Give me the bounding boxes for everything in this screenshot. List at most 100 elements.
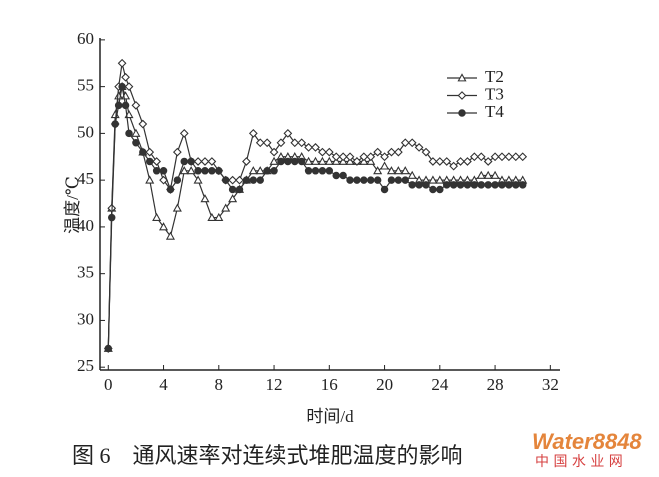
marker (476, 152, 486, 162)
marker (193, 157, 203, 166)
watermark: 中 国 水 业 网 (535, 454, 623, 470)
marker (360, 176, 368, 184)
marker (491, 181, 499, 189)
marker (179, 166, 189, 175)
y-tick-label: 40 (77, 216, 94, 235)
marker (215, 167, 223, 175)
marker (435, 175, 445, 184)
marker (512, 181, 520, 189)
marker (297, 138, 307, 148)
marker (463, 157, 472, 166)
marker (373, 176, 382, 184)
y-tick-label: 45 (77, 169, 94, 188)
marker (276, 138, 286, 148)
marker (518, 181, 527, 189)
marker (414, 143, 424, 152)
marker (263, 167, 271, 175)
marker (139, 148, 147, 156)
x-tick-label: 16 (321, 375, 338, 394)
marker (339, 171, 347, 180)
marker (387, 176, 396, 184)
marker (317, 156, 327, 165)
y-tick-label: 50 (77, 122, 94, 141)
marker (457, 73, 467, 82)
marker (490, 152, 500, 162)
marker (269, 147, 279, 157)
marker (442, 157, 452, 166)
marker (415, 181, 423, 189)
marker (408, 181, 416, 189)
marker (435, 157, 445, 166)
marker (428, 157, 438, 166)
marker (407, 170, 417, 179)
marker (393, 166, 403, 175)
marker (131, 100, 141, 110)
marker (159, 167, 168, 175)
marker (401, 176, 410, 184)
marker (346, 176, 354, 184)
marker (422, 181, 430, 189)
marker (387, 147, 396, 157)
legend-label: T2 (485, 67, 504, 86)
marker (194, 167, 202, 175)
marker (193, 175, 203, 184)
marker (386, 166, 397, 175)
marker (457, 91, 467, 100)
marker (345, 152, 355, 162)
marker (228, 185, 237, 194)
marker (477, 181, 486, 189)
marker (242, 176, 251, 184)
marker (338, 152, 348, 162)
marker (235, 175, 244, 185)
y-tick-label: 30 (77, 309, 94, 328)
marker (228, 194, 238, 203)
marker (255, 166, 265, 175)
marker (324, 147, 334, 157)
marker (518, 152, 528, 162)
marker (504, 152, 514, 162)
legend-label: T3 (485, 84, 504, 103)
marker (505, 181, 513, 189)
watermark: Water8848 (532, 429, 642, 454)
marker (429, 185, 437, 194)
marker (159, 222, 169, 231)
marker (166, 185, 175, 194)
marker (318, 147, 327, 157)
marker (498, 181, 506, 189)
marker (290, 138, 300, 148)
marker (221, 203, 231, 212)
y-axis-label: 温度/℃ (63, 176, 82, 234)
marker (270, 167, 278, 175)
marker (208, 167, 216, 175)
marker (180, 157, 189, 166)
y-tick-label: 25 (77, 356, 94, 375)
marker (248, 166, 258, 175)
marker (373, 166, 383, 175)
marker (476, 170, 486, 179)
marker (131, 128, 141, 137)
marker (228, 175, 237, 185)
marker (269, 156, 279, 165)
marker (125, 129, 133, 138)
marker (283, 129, 293, 138)
marker (400, 138, 410, 148)
marker (118, 82, 126, 91)
marker (456, 181, 465, 189)
marker (152, 157, 162, 166)
marker (367, 176, 375, 184)
marker (449, 161, 459, 171)
marker (291, 157, 299, 166)
marker (145, 147, 155, 157)
marker (407, 138, 417, 148)
marker (145, 157, 154, 166)
marker (248, 129, 258, 138)
marker (380, 161, 390, 170)
marker (497, 152, 507, 162)
marker (165, 231, 175, 240)
marker (214, 212, 224, 221)
x-tick-label: 28 (487, 375, 504, 394)
x-tick-label: 8 (215, 375, 224, 394)
marker (138, 119, 148, 129)
marker (428, 175, 438, 184)
marker (490, 170, 500, 179)
